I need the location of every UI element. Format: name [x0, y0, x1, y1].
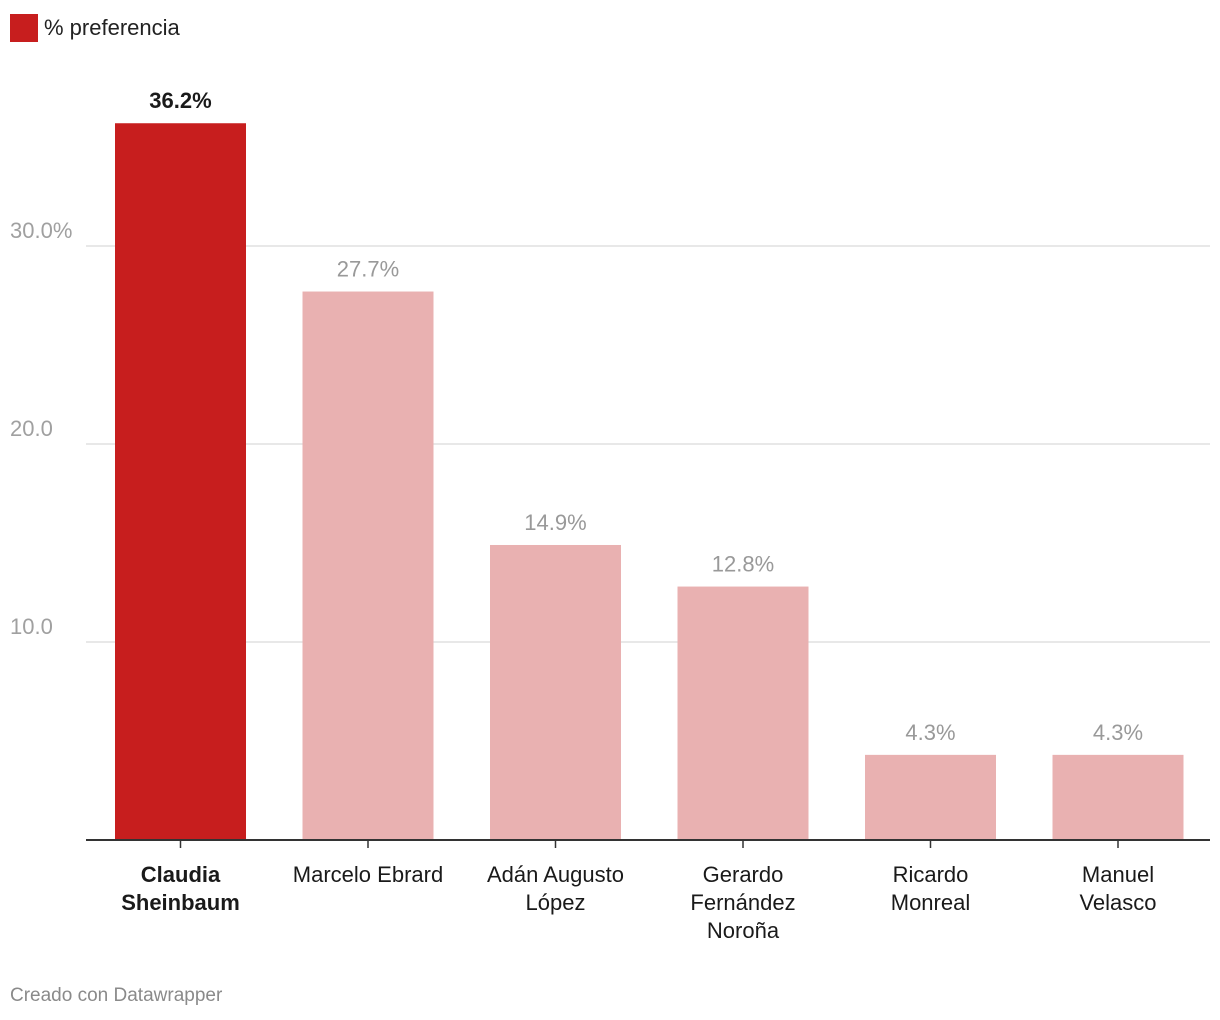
x-tick-label: Sheinbaum [121, 890, 240, 915]
bar [865, 754, 996, 840]
value-label: 12.8% [712, 552, 774, 577]
value-label: 27.7% [337, 257, 399, 282]
footer-credit: Creado con Datawrapper [10, 985, 223, 1006]
legend-label: % preferencia [44, 15, 180, 40]
x-axis [86, 839, 1210, 848]
x-tick-label: Claudia [141, 862, 221, 887]
x-tick-label: Marcelo Ebrard [293, 862, 443, 887]
x-tick-label: Adán Augusto [487, 862, 624, 887]
y-tick-label: 10.0 [10, 614, 53, 639]
value-label: 14.9% [524, 510, 586, 535]
y-axis-ticks: 10.0 20.0 30.0% [10, 218, 72, 639]
x-tick-label: Velasco [1079, 890, 1156, 915]
x-tick-label: Gerardo [703, 862, 784, 887]
bar [677, 586, 809, 840]
x-tick-label: Noroña [707, 918, 780, 943]
x-tick-label: Fernández [690, 890, 795, 915]
x-axis-labels: Claudia Sheinbaum Marcelo Ebrard Adán Augus… [121, 862, 1156, 943]
legend-swatch [10, 14, 38, 42]
bar [490, 544, 621, 840]
x-tick-label: Monreal [891, 890, 970, 915]
bar [1052, 754, 1184, 840]
y-tick-label: 30.0% [10, 218, 72, 243]
value-label: 36.2% [149, 88, 211, 113]
value-label: 4.3% [1093, 720, 1143, 745]
bar [115, 123, 246, 841]
x-tick-label: Ricardo [893, 862, 969, 887]
value-label: 4.3% [905, 720, 955, 745]
bar [302, 291, 434, 840]
bars [115, 123, 1184, 841]
x-tick-label: López [526, 890, 586, 915]
grid-lines [86, 245, 1210, 643]
x-tick-label: Manuel [1082, 862, 1154, 887]
value-labels: 36.2% 27.7% 14.9% 12.8% 4.3% 4.3% [149, 88, 1143, 745]
y-tick-label: 20.0 [10, 416, 53, 441]
